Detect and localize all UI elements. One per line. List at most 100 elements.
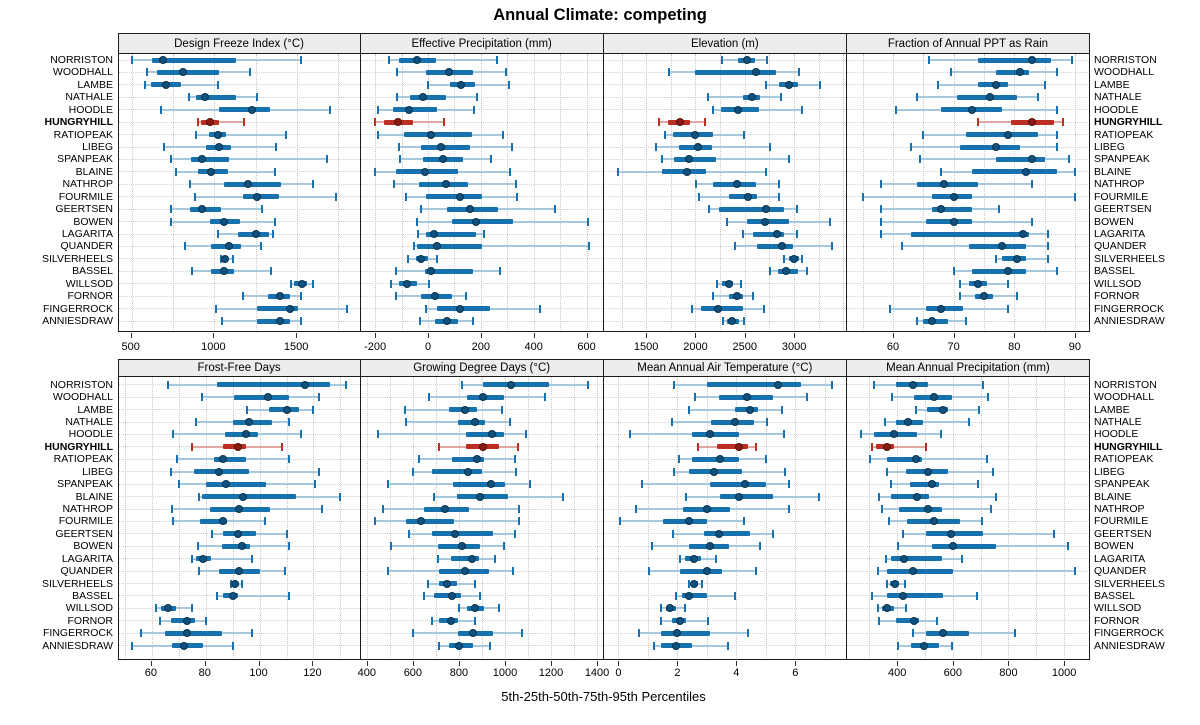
axis-tick-label: 1000 (492, 666, 518, 679)
row-gridline (846, 121, 1089, 123)
median-dot (682, 167, 691, 176)
whisker-cap-5th (171, 505, 174, 513)
site-label-left: RATIOPEAK (53, 128, 113, 141)
site-label-right: BOWEN (1094, 215, 1134, 228)
whisker-cap-5th (419, 205, 422, 214)
whisker-cap-95th (1055, 143, 1058, 151)
iqr-bar-25-75 (692, 456, 740, 462)
whisker-5-95 (378, 433, 526, 436)
site-label-right: LIBEG (1094, 465, 1125, 478)
site-label-left: SPANPEAK (57, 153, 113, 166)
whisker-cap-5th (187, 93, 190, 102)
row-gridline (360, 583, 603, 585)
median-dot (182, 616, 191, 625)
whisker-cap-5th (691, 304, 694, 313)
whisker-cap-5th (916, 93, 919, 102)
site-label-right: FORNOR (1094, 614, 1140, 627)
axis-tick (204, 660, 206, 666)
median-dot (920, 641, 929, 650)
axis-tick (366, 660, 368, 666)
whisker-cap-5th (373, 517, 376, 526)
whisker-cap-95th (1067, 155, 1070, 164)
whisker-cap-5th (390, 542, 393, 551)
whisker-cap-5th (172, 517, 175, 526)
whisker-cap-95th (275, 143, 278, 151)
iqr-bar-25-75 (219, 107, 270, 113)
row-gridline (603, 583, 846, 585)
vgridline (925, 377, 927, 659)
whisker-cap-95th (788, 155, 791, 164)
whisker-cap-5th (648, 567, 651, 576)
whisker-cap-95th (263, 517, 266, 526)
whisker-cap-5th (916, 317, 919, 326)
median-dot (702, 505, 711, 513)
whisker-cap-95th (529, 480, 532, 489)
site-label-right: LAGARITA (1094, 228, 1146, 241)
row-gridline (846, 607, 1089, 609)
median-dot (1016, 68, 1025, 77)
whisker-5-95 (413, 245, 590, 248)
site-label-right: HOODLE (1094, 428, 1139, 441)
median-dot (231, 579, 240, 588)
row-gridline (846, 558, 1089, 560)
median-dot (689, 554, 698, 563)
whisker-cap-95th (259, 242, 262, 251)
panel-plot-3 (846, 54, 1090, 332)
whisker-cap-95th (780, 93, 783, 102)
whisker-cap-5th (764, 80, 767, 89)
whisker-cap-95th (924, 442, 927, 451)
whisker-cap-95th (904, 579, 906, 588)
median-dot (927, 480, 936, 489)
median-dot (705, 430, 714, 439)
site-label-left: HOODLE (68, 428, 113, 441)
whisker-cap-95th (474, 616, 477, 625)
row-gridline (118, 607, 360, 609)
median-dot (909, 380, 918, 389)
whisker-5-95 (869, 458, 987, 461)
whisker-cap-95th (797, 68, 800, 77)
median-dot (285, 304, 294, 313)
vgridline (313, 377, 315, 659)
iqr-bar-25-75 (695, 69, 777, 75)
iqr-bar-25-75 (256, 306, 298, 312)
median-dot (445, 68, 454, 77)
whisker-cap-5th (419, 317, 422, 326)
site-label-right: FINGERROCK (1094, 627, 1165, 640)
whisker-5-95 (655, 146, 770, 148)
median-dot (741, 480, 750, 489)
whisker-cap-5th (188, 180, 191, 189)
whisker-cap-5th (726, 217, 729, 226)
whisker-cap-95th (312, 405, 315, 414)
whisker-cap-5th (937, 80, 940, 89)
whisker-cap-5th (386, 480, 389, 489)
whisker-cap-95th (498, 604, 501, 613)
iqr-bar-25-75 (971, 169, 1057, 175)
whisker-cap-95th (765, 56, 768, 64)
site-label-left: QUANDER (60, 240, 113, 253)
vgridline (435, 377, 437, 659)
whisker-cap-5th (381, 505, 384, 513)
site-label-right: BLAINE (1094, 490, 1132, 503)
whisker-cap-5th (140, 629, 143, 638)
whisker-cap-5th (685, 492, 688, 501)
whisker-cap-5th (879, 180, 882, 189)
whisker-cap-5th (697, 442, 700, 451)
iqr-bar-25-75 (216, 382, 330, 388)
whisker-cap-95th (781, 405, 784, 414)
vgridline (980, 377, 982, 659)
whisker-cap-95th (476, 93, 479, 102)
whisker-cap-5th (694, 393, 697, 402)
median-dot (234, 442, 243, 451)
median-dot (689, 579, 698, 588)
median-dot (742, 393, 751, 402)
whisker-cap-5th (712, 292, 715, 301)
axis-tick (794, 332, 796, 338)
whisker-cap-5th (958, 279, 961, 288)
site-label-left: LAGARITA (61, 552, 113, 565)
whisker-cap-5th (877, 604, 880, 613)
row-gridline (846, 258, 1089, 260)
median-dot (772, 230, 781, 239)
median-dot (219, 517, 228, 526)
whisker-cap-5th (958, 292, 961, 301)
whisker-cap-5th (220, 317, 223, 326)
